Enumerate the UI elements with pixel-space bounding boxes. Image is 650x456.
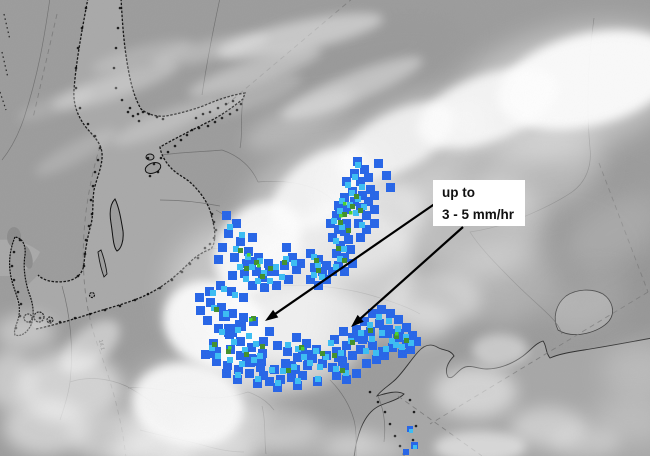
rain-rate-label: up to 3 - 5 mm/hr xyxy=(433,180,525,226)
rain-rate-label-line2: 3 - 5 mm/hr xyxy=(442,206,515,222)
arrow-line xyxy=(272,202,437,317)
arrow-head xyxy=(265,309,279,321)
arrow-head xyxy=(351,314,364,327)
arrow-line xyxy=(357,226,464,322)
rain-rate-label-line1: up to xyxy=(442,185,475,200)
annotation-arrows xyxy=(265,202,464,327)
